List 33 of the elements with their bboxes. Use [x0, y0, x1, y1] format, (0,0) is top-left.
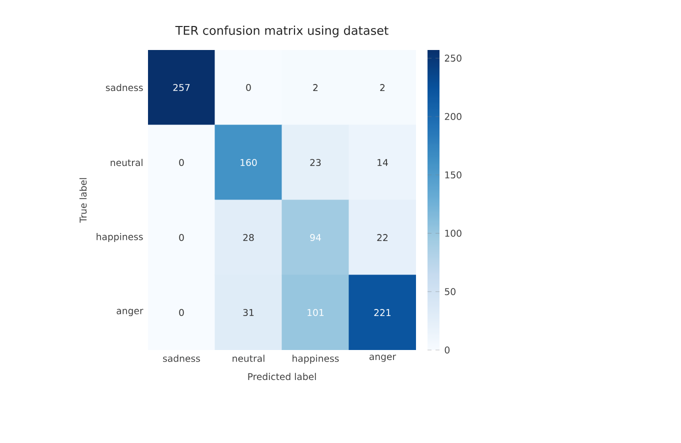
data-label: 0 — [179, 234, 184, 242]
y-tick-label: neutral — [110, 158, 142, 166]
data-label: 28 — [243, 234, 254, 242]
y-tick-label: happiness — [96, 232, 143, 242]
data-label: 160 — [240, 158, 257, 166]
data-label: 221 — [374, 309, 391, 316]
data-label: 0 — [179, 158, 184, 166]
x-axis-title: Predicted label — [248, 372, 316, 380]
data-label: 0 — [246, 84, 251, 92]
y-tick-label: anger — [116, 308, 144, 316]
color-bar-label: 150 — [445, 171, 462, 178]
data-label: 2 — [313, 84, 318, 91]
color-bar-label: 50 — [444, 288, 456, 296]
x-tick-label: neutral — [232, 354, 264, 362]
data-label: 2 — [380, 84, 385, 91]
x-tick-label: sadness — [163, 354, 200, 362]
x-tick-label: happiness — [292, 354, 339, 364]
x-tick-label: anger — [369, 354, 396, 362]
data-label: 22 — [377, 234, 388, 241]
color-bar-label: 100 — [445, 230, 462, 237]
color-bar-label: 250 — [444, 54, 462, 62]
chart-title: TER confusion matrix using dataset — [175, 26, 388, 38]
data-label: 257 — [173, 84, 190, 92]
data-label: 14 — [378, 159, 388, 166]
data-label: 101 — [308, 308, 324, 316]
y-axis-title: True label — [79, 178, 87, 223]
data-label: 31 — [243, 308, 254, 316]
color-bar-label: 0 — [444, 346, 450, 354]
data-label: 0 — [179, 308, 184, 316]
data-label: 23 — [310, 158, 321, 166]
data-label: 94 — [310, 234, 321, 242]
color-bar-label: 200 — [444, 113, 462, 120]
y-tick-label: sadness — [106, 84, 143, 92]
